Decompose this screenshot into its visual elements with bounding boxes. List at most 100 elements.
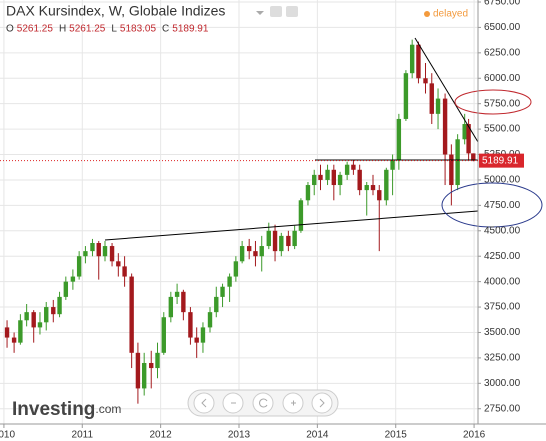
candle-body: [449, 154, 454, 186]
ohlc-value: 5189.91: [172, 24, 209, 35]
y-tick-label: 4250.00: [484, 251, 521, 262]
candle-body: [455, 139, 460, 186]
candle-body: [161, 317, 166, 353]
y-tick-label: 6500.00: [484, 22, 521, 33]
y-tick-label: 6250.00: [484, 47, 521, 58]
candle-body: [149, 362, 154, 369]
candle-body: [344, 164, 350, 175]
ohlc-header: O 5261.25 H 5261.25 L 5183.05 C 5189.91: [6, 24, 209, 35]
logo-suffix: .com: [95, 402, 121, 416]
candle-body: [181, 291, 186, 313]
header-icons[interactable]: [256, 6, 298, 17]
reset-icon: [259, 398, 268, 408]
candle-body: [331, 169, 337, 186]
x-tick-label: 2010: [0, 430, 15, 441]
candle-body: [403, 73, 409, 119]
y-tick-label: 4750.00: [484, 200, 521, 211]
candle-body: [429, 83, 434, 114]
y-tick-label: 3250.00: [484, 353, 521, 364]
y-tick-label: 5500.00: [484, 124, 521, 135]
candle-body: [423, 78, 428, 84]
candle-body: [416, 44, 421, 79]
candle-body: [318, 174, 323, 180]
candle-body: [129, 276, 134, 353]
candle-body: [246, 246, 252, 252]
candle-body: [337, 174, 343, 186]
status: delayed: [433, 9, 468, 20]
x-tick-label: 2011: [72, 430, 94, 441]
y-tick-label: 4000.00: [484, 276, 521, 287]
candle-body: [102, 246, 108, 257]
candle-body: [135, 352, 141, 389]
candle-body: [76, 256, 82, 277]
candle-body: [396, 118, 402, 160]
candle-body: [298, 200, 304, 231]
ohlc-label: H: [59, 24, 66, 35]
candle-body: [83, 251, 88, 257]
candle-body: [462, 124, 467, 140]
zoom-controls: [187, 389, 339, 417]
y-tick-label: 4500.00: [484, 225, 521, 236]
y-tick-label: 3750.00: [484, 302, 521, 313]
trend-line: [414, 37, 479, 143]
candle-body: [141, 362, 147, 389]
candle-body: [207, 312, 213, 328]
highlight-ellipse: [441, 182, 543, 228]
scroll-right-button[interactable]: [311, 392, 333, 414]
ohlc-label: O: [6, 24, 14, 35]
grid: [0, 0, 478, 424]
close-icon[interactable]: [286, 6, 298, 17]
candle-body: [214, 296, 219, 313]
candle-body: [96, 242, 101, 257]
candle-body: [220, 286, 225, 297]
candle-body: [364, 185, 369, 191]
candle-body: [384, 169, 389, 201]
x-tick-label: 2013: [228, 430, 251, 441]
candle-body: [466, 124, 471, 154]
candle-body: [11, 337, 17, 343]
candle-body: [390, 159, 395, 170]
candle-body: [239, 246, 245, 262]
zoom-icons: [201, 398, 325, 408]
ohlc-value: 5261.25: [69, 24, 106, 35]
candle-body: [325, 169, 330, 180]
candle-body: [357, 169, 362, 191]
candle-body: [70, 276, 76, 282]
dropdown-icon[interactable]: [256, 11, 264, 15]
status-dot: [424, 11, 430, 17]
candle-body: [174, 291, 180, 297]
y-tick-label: 5000.00: [484, 175, 521, 186]
x-tick-label: 2012: [150, 430, 173, 441]
scroll-left-button[interactable]: [193, 392, 215, 414]
settings-icon[interactable]: [270, 6, 282, 17]
candle-body: [377, 190, 382, 201]
candle-body: [122, 266, 127, 277]
candle-body: [194, 337, 199, 343]
ohlc-value: 5261.25: [17, 24, 54, 35]
candle-body: [31, 312, 36, 328]
candle-body: [233, 261, 239, 277]
reset-button[interactable]: [252, 392, 274, 414]
candle-body: [442, 98, 448, 155]
candle-body: [279, 235, 284, 252]
candle-body: [37, 322, 43, 328]
x-tick-label: 2015: [385, 430, 408, 441]
candle-body: [351, 164, 356, 170]
candle-body: [305, 185, 311, 201]
candle-body: [435, 98, 441, 114]
candle-body: [370, 185, 376, 191]
candle-body: [4, 327, 10, 338]
x-tick-label: 2016: [463, 430, 486, 441]
y-tick-label: 2750.00: [484, 403, 521, 414]
last-price-box: [479, 153, 524, 168]
candle-body: [471, 153, 476, 161]
candle-body: [266, 230, 271, 247]
candle-body: [90, 242, 95, 252]
candle-body: [57, 296, 62, 315]
candle-body: [272, 230, 278, 252]
candle-body: [18, 320, 23, 343]
candle-body: [227, 276, 232, 287]
candle-body: [200, 327, 206, 343]
candles: [4, 39, 476, 404]
